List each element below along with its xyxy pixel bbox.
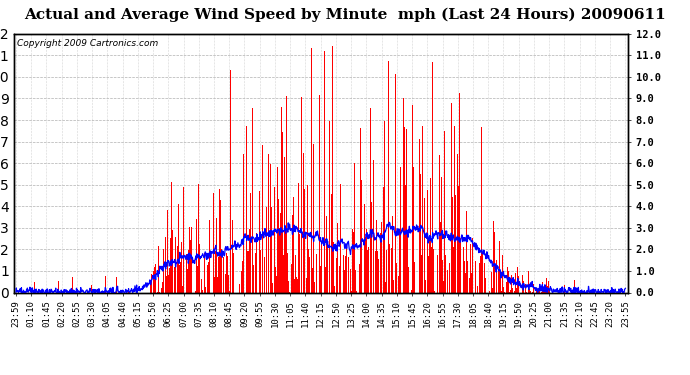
Text: Actual and Average Wind Speed by Minute  mph (Last 24 Hours) 20090611: Actual and Average Wind Speed by Minute … — [24, 8, 666, 22]
Text: Copyright 2009 Cartronics.com: Copyright 2009 Cartronics.com — [17, 39, 158, 48]
